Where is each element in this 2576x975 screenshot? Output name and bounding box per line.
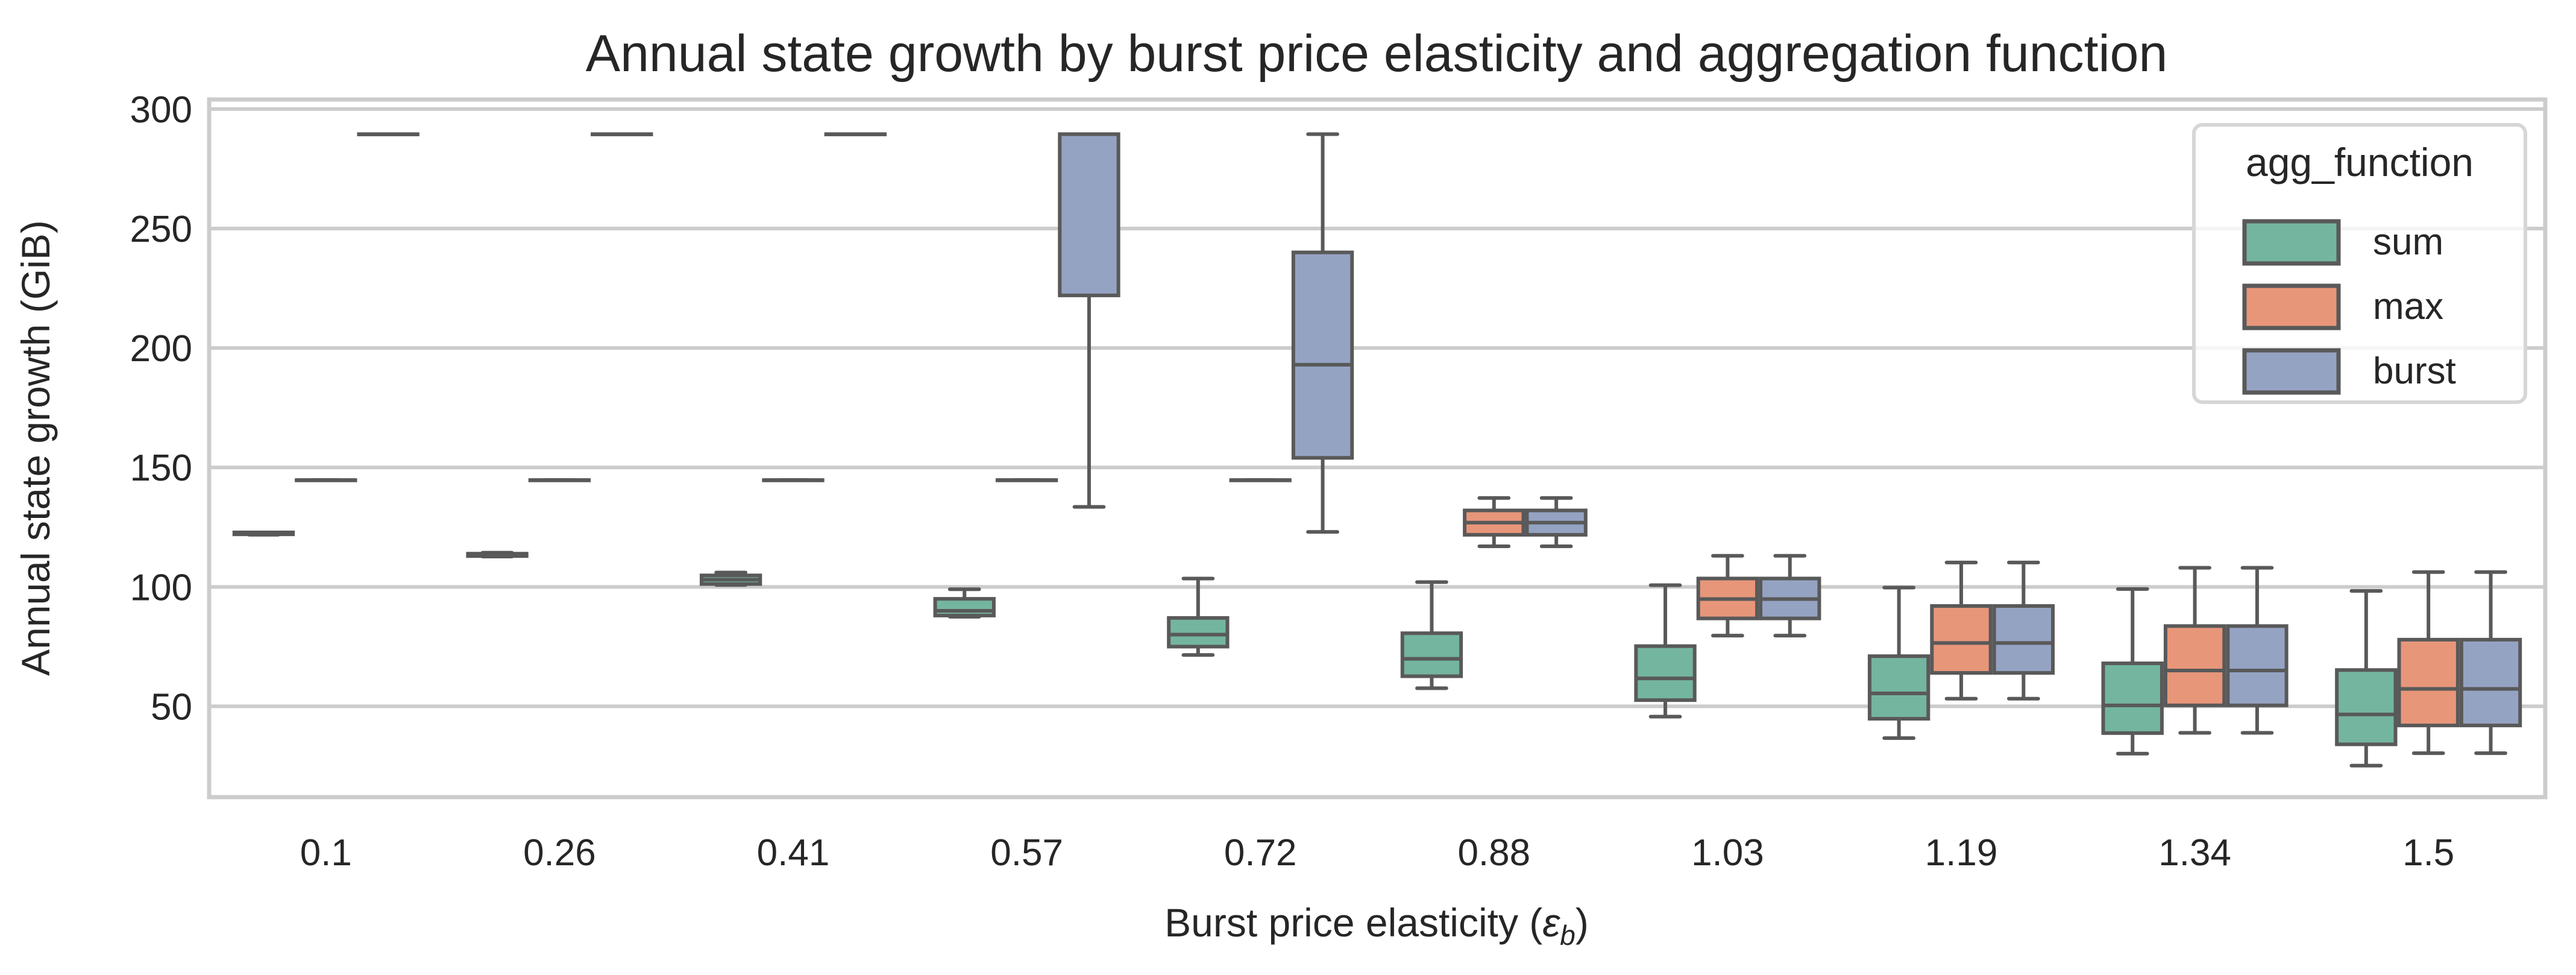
legend-item-sum: sum <box>2242 219 2443 266</box>
x-tick-labels: 0.1 0.26 0.41 0.57 0.72 0.88 1.03 1.19 1.34 1.5 <box>300 832 2455 874</box>
legend-title: agg_function <box>2246 140 2474 185</box>
y-tick-label: 150 <box>130 447 192 489</box>
x-tick-label: 0.88 <box>1457 832 1530 874</box>
box-max-1.5 <box>2397 570 2460 756</box>
box-iqr <box>933 597 996 617</box>
box-max-1.34 <box>2163 566 2226 735</box>
chart-title: Annual state growth by burst price elast… <box>586 25 2168 83</box>
box-burst-0.57 <box>1058 132 1120 509</box>
y-tick-label: 300 <box>130 89 192 131</box>
box-max-0.57 <box>995 478 1058 482</box>
legend-swatch <box>2242 348 2341 395</box>
box-sum-0.26 <box>466 551 529 558</box>
box-iqr <box>2335 668 2398 746</box>
legend: agg_function sum max burst <box>2192 123 2527 404</box>
box-burst-0.88 <box>1525 496 1588 548</box>
legend-label: sum <box>2373 221 2443 263</box>
box-iqr <box>1930 604 1993 675</box>
box-burst-0.72 <box>1291 132 1354 534</box>
box-sum-0.72 <box>1167 576 1230 657</box>
box-max-1.19 <box>1930 560 1993 701</box>
box-sum-0.88 <box>1400 580 1463 690</box>
box-burst-1.5 <box>2459 570 2522 756</box>
x-axis-label-symbol: ε <box>1542 900 1560 945</box>
box-iqr <box>2226 624 2289 707</box>
x-axis-label-prefix: Burst price elasticity ( <box>1164 900 1542 945</box>
box-sum-0.1 <box>232 530 295 537</box>
x-tick-label: 1.34 <box>2158 832 2231 874</box>
legend-item-burst: burst <box>2242 348 2456 395</box>
legend-item-max: max <box>2242 283 2443 330</box>
box-burst-1.34 <box>2226 566 2289 735</box>
x-tick-label: 0.72 <box>1224 832 1297 874</box>
box-iqr <box>2397 637 2460 728</box>
box-max-1.03 <box>1696 554 1759 638</box>
y-tick-label: 200 <box>130 328 192 370</box>
x-tick-label: 0.26 <box>523 832 596 874</box>
box-iqr <box>1058 132 1120 297</box>
box-max-0.1 <box>295 478 357 482</box>
y-tick-labels: 50 100 150 200 250 300 <box>130 89 192 728</box>
box-burst-1.03 <box>1759 554 1821 638</box>
box-iqr <box>2163 624 2226 707</box>
x-tick-label: 1.19 <box>1925 832 1998 874</box>
box-max-0.72 <box>1229 478 1292 482</box>
box-burst-1.19 <box>1992 560 2055 701</box>
box-iqr <box>1867 654 1930 721</box>
legend-items: sum max burst <box>2242 219 2456 395</box>
box-iqr <box>1634 644 1697 702</box>
box-sum-1.34 <box>2101 587 2164 756</box>
legend-label: burst <box>2373 350 2456 392</box>
y-tick-label: 250 <box>130 209 192 250</box>
y-axis-label: Annual state growth (GiB) <box>13 220 58 676</box>
box-sum-1.19 <box>1867 585 1930 740</box>
x-tick-label: 1.5 <box>2402 832 2454 874</box>
box-iqr <box>1400 631 1463 678</box>
legend-frame <box>2192 123 2527 404</box>
legend-swatch <box>2242 283 2341 330</box>
y-tick-label: 100 <box>130 567 192 608</box>
box-max-0.41 <box>762 478 825 482</box>
box-sum-0.41 <box>699 570 762 587</box>
x-tick-label: 1.03 <box>1691 832 1764 874</box>
x-tick-label: 0.57 <box>990 832 1063 874</box>
box-max-0.88 <box>1463 496 1525 548</box>
box-iqr <box>2459 637 2522 728</box>
box-max-0.26 <box>528 478 591 482</box>
plot-frame <box>207 97 2548 800</box>
x-axis-label-subscript: b <box>1560 920 1575 951</box>
box-iqr <box>1291 250 1354 460</box>
box-sum-1.5 <box>2335 589 2398 768</box>
legend-swatch <box>2242 219 2341 266</box>
box-iqr <box>1167 616 1230 649</box>
box-sum-0.57 <box>933 587 996 619</box>
boxes <box>232 132 2522 768</box>
legend-label: max <box>2373 286 2443 327</box>
box-iqr <box>1992 604 2055 675</box>
box-iqr <box>2101 661 2164 735</box>
x-axis-label: Burst price elasticity (εb) <box>1164 900 1589 951</box>
y-tick-label: 50 <box>151 686 192 728</box>
x-tick-label: 0.41 <box>757 832 830 874</box>
box-sum-1.03 <box>1634 583 1697 719</box>
x-tick-label: 0.1 <box>300 832 352 874</box>
x-axis-label-suffix: ) <box>1575 900 1589 945</box>
